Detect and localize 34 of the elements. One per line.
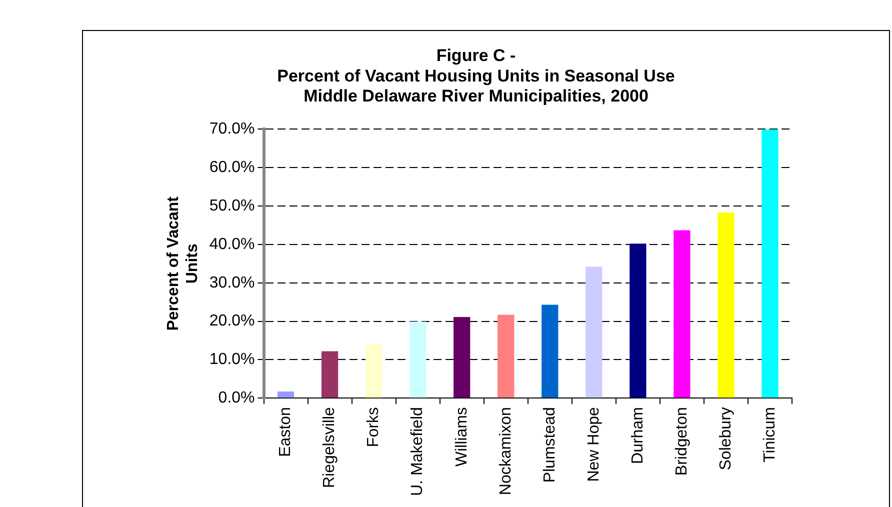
y-axis-title: Percent of Vacant Units bbox=[165, 196, 202, 331]
y-tick-label: 40.0% bbox=[209, 236, 255, 253]
x-tick-label: Tinicum bbox=[761, 407, 778, 462]
y-tick-label: 20.0% bbox=[209, 312, 255, 330]
x-tick-label: Durham bbox=[629, 407, 646, 464]
bar bbox=[762, 129, 778, 398]
bar bbox=[410, 322, 426, 398]
x-tick-label: Easton bbox=[277, 407, 294, 457]
x-tick-label: Bridgeton bbox=[673, 407, 690, 476]
y-tick-label: 70.0% bbox=[209, 120, 255, 138]
x-tick-label: U. Makefield bbox=[409, 407, 426, 496]
y-tick-label: 50.0% bbox=[209, 197, 255, 214]
bar bbox=[586, 266, 602, 398]
y-tick-label: 30.0% bbox=[209, 274, 255, 292]
x-tick-label: New Hope bbox=[585, 406, 602, 482]
bar bbox=[365, 344, 382, 398]
x-tick-label: Plumstead bbox=[541, 407, 558, 483]
y-tick-label: 60.0% bbox=[209, 159, 255, 176]
bar bbox=[674, 230, 690, 398]
bar bbox=[321, 351, 338, 398]
bar bbox=[498, 314, 514, 398]
x-tick-label: Nockamixon bbox=[497, 407, 514, 496]
y-tick-label: 10.0% bbox=[209, 351, 255, 368]
x-tick-label: Riegelsville bbox=[321, 406, 338, 488]
chart-title: Figure C - Percent of Vacant Housing Units in Seasonal Use Middle Delaware River Municipalities, 2000 bbox=[277, 46, 675, 106]
y-tick-label: 0.0% bbox=[218, 389, 255, 406]
bar bbox=[630, 244, 646, 398]
bar bbox=[718, 212, 734, 398]
bar bbox=[454, 317, 470, 398]
bar bbox=[277, 392, 294, 398]
bar bbox=[542, 304, 558, 398]
x-tick-label: Forks bbox=[365, 407, 382, 448]
x-tick-label: Williams bbox=[453, 407, 470, 467]
x-tick-label: Solebury bbox=[717, 407, 734, 470]
